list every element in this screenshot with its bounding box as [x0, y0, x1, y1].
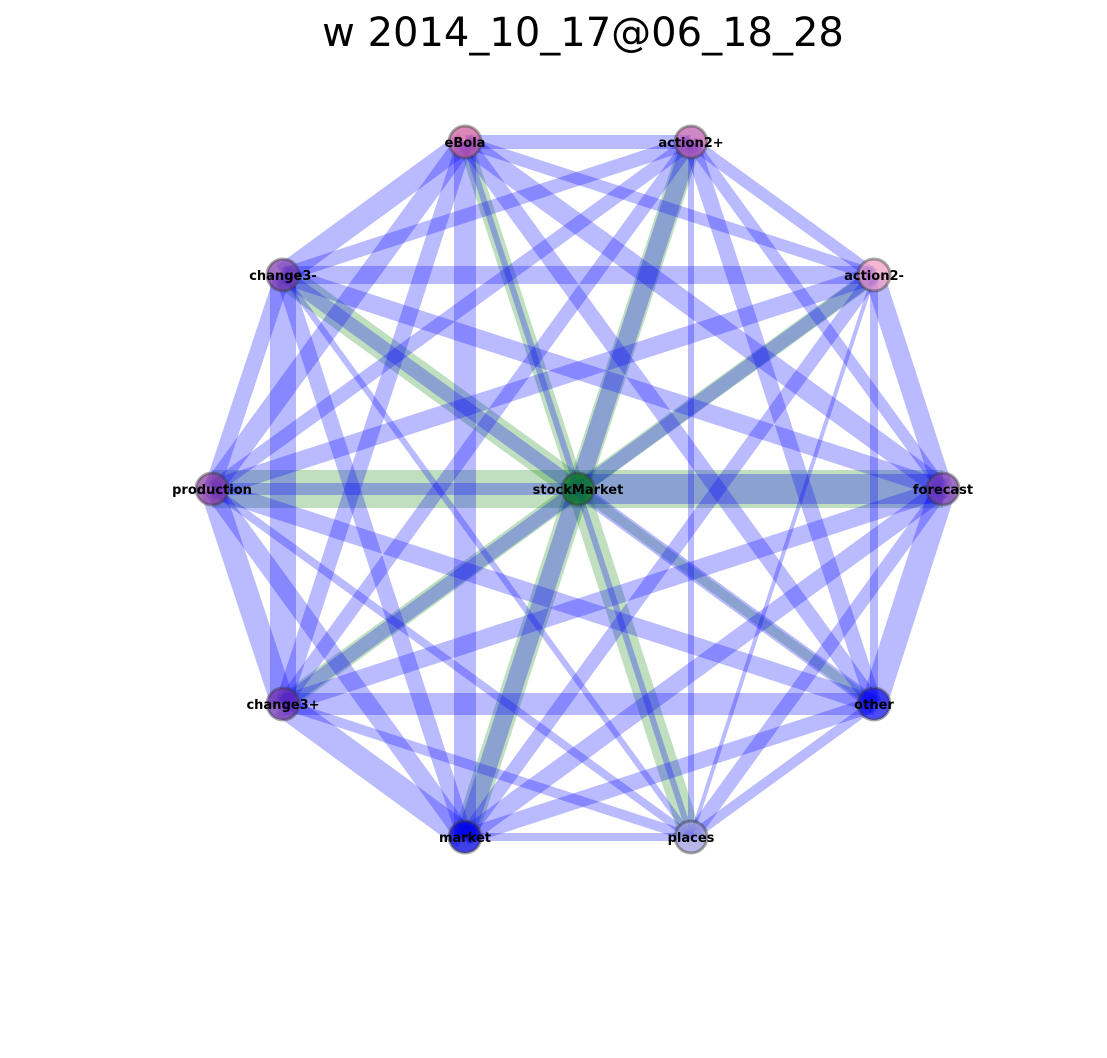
edge-eBola-forecast	[459, 133, 949, 498]
edge-places-change3+	[281, 699, 693, 842]
edge-eBola-other	[458, 137, 881, 709]
edge-eBola-stockMarket	[458, 139, 585, 492]
node-label-action2+: action2+	[658, 136, 723, 151]
edge-market-change3-	[275, 272, 473, 840]
edge-forecast-places	[685, 484, 949, 842]
edge-action2--market	[459, 270, 880, 842]
edge-change3--stockMarket	[275, 264, 586, 500]
node-label-action2-: action2-	[844, 269, 904, 284]
node-action2-	[856, 257, 892, 293]
node-change3+	[265, 686, 301, 722]
edge-stockMarket-other	[575, 484, 877, 709]
edge-other-market	[462, 696, 877, 845]
node-production	[194, 471, 230, 507]
edge-change3+-production	[200, 485, 295, 708]
node-label-change3-: change3-	[249, 269, 317, 284]
node-label-eBola: eBola	[445, 136, 486, 151]
node-label-production: production	[172, 483, 252, 498]
edge-forecast-change3-	[280, 266, 946, 498]
edge-action2+-stockMarket	[567, 138, 702, 493]
edge-other-production	[209, 480, 877, 713]
edge-forecast-change3+	[280, 480, 946, 713]
edge-change3--eBola	[276, 133, 472, 284]
edge-market-production	[204, 483, 473, 843]
edge-stockMarket-market	[453, 485, 590, 841]
edge-action2+-change3-	[280, 135, 694, 282]
node-change3-	[265, 257, 301, 293]
edge-action2--forecast	[864, 271, 953, 493]
edge-action2+-action2-	[687, 137, 878, 280]
node-market	[447, 819, 483, 855]
chart-title: w 2014_10_17@06_18_28	[322, 10, 844, 56]
edge-eBola-action2-	[463, 136, 876, 281]
edge-production-change3-	[204, 272, 291, 492]
node-places	[673, 819, 709, 855]
node-forecast	[925, 471, 961, 507]
node-label-stockMarket: stockMarket	[533, 483, 624, 498]
edge-market-change3+	[275, 693, 473, 848]
edge-action2+-forecast	[686, 138, 948, 493]
edge-action2+-other	[683, 139, 882, 707]
edge-forecast-market	[459, 481, 949, 845]
node-layer	[194, 124, 961, 855]
edge-action2+-change3+	[277, 137, 697, 709]
edge-stockMarket-action2-	[573, 268, 879, 496]
node-eBola	[447, 124, 483, 160]
edge-stockMarket-places	[567, 485, 702, 841]
node-label-other: other	[854, 698, 894, 713]
edge-places-change3-	[280, 273, 694, 839]
edge-action2+-production	[207, 136, 696, 495]
edge-other-places	[688, 699, 877, 842]
node-stockMarket	[560, 471, 596, 507]
node-label-forecast: forecast	[913, 483, 973, 498]
edge-eBola-change3+	[275, 139, 473, 707]
edge-action2--production	[209, 266, 877, 498]
label-layer: eBola action2+ action2- forecast other places…	[172, 136, 973, 846]
edge-eBola-production	[203, 136, 474, 495]
edge-action2--places	[689, 274, 876, 838]
edge-stockMarket-change3+	[277, 481, 584, 712]
node-label-change3+: change3+	[246, 698, 319, 713]
node-label-places: places	[668, 831, 715, 846]
node-label-market: market	[439, 831, 491, 846]
edge-places-production	[209, 485, 694, 841]
node-action2+	[673, 124, 709, 160]
node-other	[856, 686, 892, 722]
edge-forecast-other	[861, 485, 956, 708]
